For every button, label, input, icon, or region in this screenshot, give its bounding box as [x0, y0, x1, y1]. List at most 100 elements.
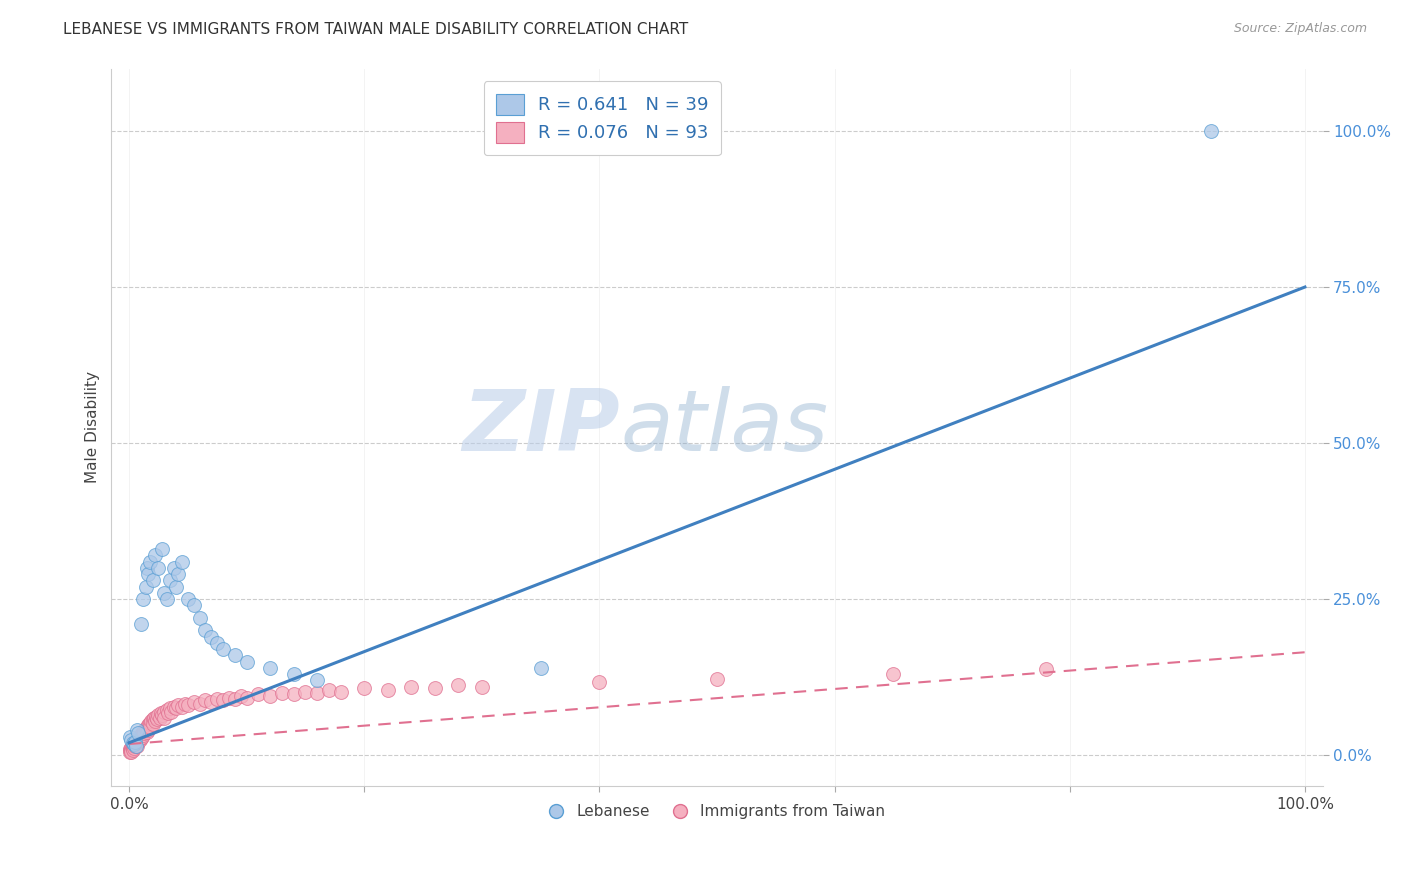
Point [283, 667, 305, 681]
Point [377, 682, 399, 697]
Point [159, 701, 181, 715]
Point [153, 711, 176, 725]
Point [150, 542, 173, 557]
Point [1035, 662, 1057, 676]
Point [167, 698, 190, 713]
Point [156, 592, 179, 607]
Point [131, 726, 153, 740]
Point [125, 739, 148, 753]
Point [1199, 124, 1222, 138]
Point [224, 648, 246, 663]
Point [127, 732, 149, 747]
Point [167, 567, 190, 582]
Point [163, 699, 186, 714]
Text: atlas: atlas [620, 386, 828, 469]
Point [122, 737, 145, 751]
Point [129, 728, 152, 742]
Point [124, 737, 146, 751]
Point [122, 739, 145, 753]
Point [120, 730, 142, 744]
Point [207, 692, 229, 706]
Point [142, 711, 165, 725]
Point [200, 630, 222, 644]
Point [318, 682, 340, 697]
Point [229, 689, 252, 703]
Point [142, 574, 165, 588]
Point [125, 734, 148, 748]
Point [143, 714, 166, 728]
Text: ZIP: ZIP [463, 386, 620, 469]
Point [124, 736, 146, 750]
Point [121, 742, 143, 756]
Point [120, 742, 142, 756]
Point [271, 686, 294, 700]
Point [177, 592, 200, 607]
Point [307, 673, 329, 688]
Point [183, 695, 205, 709]
Point [247, 687, 270, 701]
Point [148, 561, 170, 575]
Point [136, 718, 159, 732]
Point [401, 680, 423, 694]
Point [127, 736, 149, 750]
Point [150, 707, 173, 722]
Point [139, 720, 162, 734]
Point [283, 687, 305, 701]
Point [129, 617, 152, 632]
Point [127, 723, 149, 738]
Point [121, 743, 143, 757]
Point [156, 706, 179, 720]
Point [212, 642, 235, 657]
Point [588, 674, 610, 689]
Point [120, 745, 142, 759]
Point [170, 555, 193, 569]
Point [131, 730, 153, 744]
Point [159, 574, 181, 588]
Point [129, 731, 152, 745]
Point [142, 717, 165, 731]
Point [294, 684, 316, 698]
Point [134, 722, 156, 736]
Point [224, 692, 246, 706]
Point [163, 561, 186, 575]
Point [194, 693, 217, 707]
Point [136, 567, 159, 582]
Point [139, 715, 162, 730]
Legend: Lebanese, Immigrants from Taiwan: Lebanese, Immigrants from Taiwan [543, 798, 891, 825]
Point [138, 717, 160, 731]
Point [120, 743, 142, 757]
Point [132, 724, 155, 739]
Point [259, 661, 281, 675]
Point [128, 732, 150, 747]
Point [447, 678, 470, 692]
Point [120, 740, 142, 755]
Point [153, 705, 176, 719]
Point [134, 580, 156, 594]
Point [235, 690, 257, 705]
Point [212, 693, 235, 707]
Point [160, 705, 183, 719]
Point [121, 739, 143, 753]
Point [188, 611, 211, 625]
Point [132, 592, 155, 607]
Point [120, 744, 142, 758]
Point [124, 739, 146, 753]
Point [165, 701, 187, 715]
Point [148, 707, 170, 722]
Point [145, 709, 167, 723]
Point [353, 681, 375, 695]
Point [207, 636, 229, 650]
Point [146, 712, 169, 726]
Point [329, 684, 352, 698]
Point [134, 726, 156, 740]
Point [135, 561, 157, 575]
Point [136, 723, 159, 738]
Point [156, 703, 179, 717]
Point [471, 680, 494, 694]
Point [170, 699, 193, 714]
Point [125, 737, 148, 751]
Point [882, 667, 904, 681]
Point [706, 672, 728, 686]
Point [139, 555, 162, 569]
Point [120, 745, 142, 759]
